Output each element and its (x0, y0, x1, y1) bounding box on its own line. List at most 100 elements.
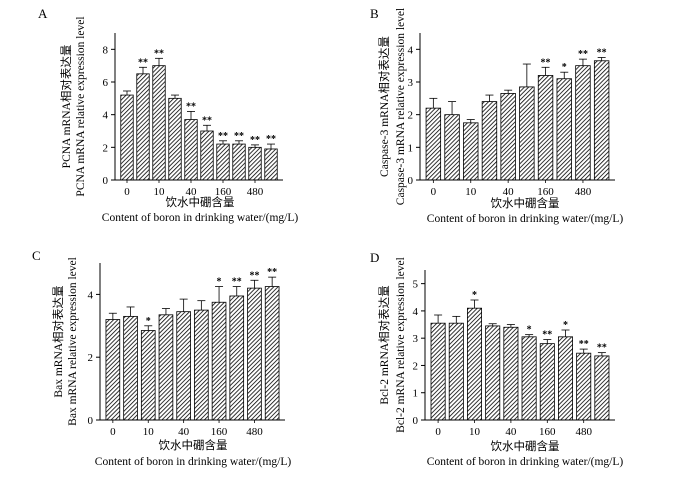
significance-label: ** (597, 343, 607, 354)
y-tick-label: 2 (413, 360, 419, 372)
y-axis-label-cn: PCNA mRNA相对表达量 (59, 45, 73, 169)
chart-panel-c: C 0 * 10 40 * 160 ** ** 480 ** 0 2 4 饮水中硼含量 Content of … (32, 248, 291, 468)
x-tick-label: 0 (110, 426, 116, 438)
x-tick-label: 10 (465, 186, 477, 198)
bar (211, 301, 227, 421)
bar (168, 97, 182, 181)
bar (425, 107, 442, 181)
bar (444, 114, 460, 181)
y-tick-label: 2 (88, 352, 94, 364)
bar (136, 73, 150, 181)
y-tick-label: 4 (413, 306, 419, 318)
x-tick-label: 10 (469, 426, 481, 438)
x-tick-label: 10 (154, 186, 166, 198)
y-tick-label: 4 (88, 289, 94, 301)
y-tick-label: 3 (413, 333, 419, 345)
significance-label: ** (232, 277, 242, 288)
panel-letter: C (32, 248, 41, 263)
bar (481, 101, 498, 181)
significance-label: ** (138, 57, 148, 68)
x-tick-label: 160 (215, 186, 232, 198)
bar (158, 314, 174, 421)
x-tick-label: 0 (124, 186, 130, 198)
y-tick-label: 0 (413, 415, 419, 427)
y-tick-label: 3 (408, 77, 414, 89)
x-tick-label: 40 (505, 426, 517, 438)
bar (485, 325, 501, 421)
x-axis-label-cn: 饮水中硼含量 (166, 195, 235, 209)
bar (575, 65, 591, 181)
y-tick-label: 1 (413, 388, 419, 400)
y-tick-label: 5 (413, 279, 419, 291)
x-tick-label: 40 (178, 426, 190, 438)
panel-letter: B (370, 6, 379, 21)
panel-letter: D (370, 250, 379, 265)
x-tick-label: 40 (503, 186, 515, 198)
significance-label: ** (597, 48, 607, 59)
significance-label: * (527, 325, 532, 336)
x-axis-label-cn: 饮水中硼含量 (491, 439, 560, 453)
bar (430, 322, 446, 421)
bar (232, 143, 246, 181)
bar (247, 287, 262, 421)
x-tick-label: 160 (537, 186, 554, 198)
bar (539, 343, 555, 421)
significance-label: ** (186, 101, 196, 112)
chart-panel-a: A 0 ** ** 10 ** 40 ** ** 160 ** ** 480 ** 0 2 4 6 8 饮水中硼含量 C… (38, 6, 298, 224)
bar (264, 286, 280, 421)
x-tick-label: 40 (186, 186, 198, 198)
bar (248, 146, 262, 181)
bar (229, 295, 245, 421)
y-axis-label-en: Bcl-2 mRNA relative expression level (395, 257, 407, 433)
y-axis-label-cn: Bax mRNA相对表达量 (51, 285, 65, 397)
panel-letter: A (38, 6, 48, 21)
bar (200, 130, 214, 181)
x-tick-label: 160 (211, 426, 228, 438)
significance-label: ** (579, 339, 589, 350)
bar (463, 122, 479, 181)
x-tick-label: 480 (247, 186, 264, 198)
bar (264, 148, 278, 181)
bar (152, 65, 166, 181)
y-tick-label: 1 (408, 142, 414, 154)
bar (216, 143, 230, 181)
y-axis-label-en: Bax mRNA relative expression level (67, 257, 79, 426)
y-axis-label-en: Caspase-3 mRNA relative expression level (395, 8, 407, 205)
y-axis-label-cn: Bcl-2 mRNA相对表达量 (377, 285, 391, 404)
bar (194, 309, 209, 421)
bar (123, 315, 138, 421)
x-tick-label: 0 (435, 426, 441, 438)
bar (176, 311, 191, 421)
y-tick-label: 0 (103, 175, 109, 187)
bar (537, 75, 554, 181)
bar (519, 86, 535, 181)
significance-label: ** (202, 115, 212, 126)
y-tick-label: 0 (408, 175, 414, 187)
bar (184, 119, 198, 181)
bar (120, 94, 134, 181)
x-axis-label-en: Content of boron in drinking water/(mg/L… (427, 456, 624, 468)
bar (556, 78, 572, 181)
bar (105, 319, 121, 421)
x-tick-label: 10 (143, 426, 155, 438)
y-tick-label: 8 (103, 44, 109, 56)
significance-label: ** (234, 131, 244, 142)
significance-label: ** (578, 49, 588, 60)
chart-panel-d: D0*10 40* **160***480**012345饮水中硼含量Content… (370, 250, 623, 468)
significance-label: * (563, 320, 568, 331)
x-axis-label-en: Content of boron in drinking water/(mg/L… (427, 213, 624, 225)
bar (448, 322, 464, 421)
x-tick-label: 480 (575, 186, 592, 198)
bar (593, 60, 610, 181)
bar (576, 352, 592, 421)
y-tick-label: 4 (103, 110, 109, 122)
y-tick-label: 6 (103, 77, 109, 89)
significance-label: ** (542, 330, 552, 341)
x-tick-label: 0 (431, 186, 437, 198)
bar (558, 336, 573, 421)
significance-label: ** (249, 270, 259, 281)
significance-label: ** (154, 48, 164, 59)
significance-label: * (146, 316, 151, 327)
bar (503, 326, 519, 421)
